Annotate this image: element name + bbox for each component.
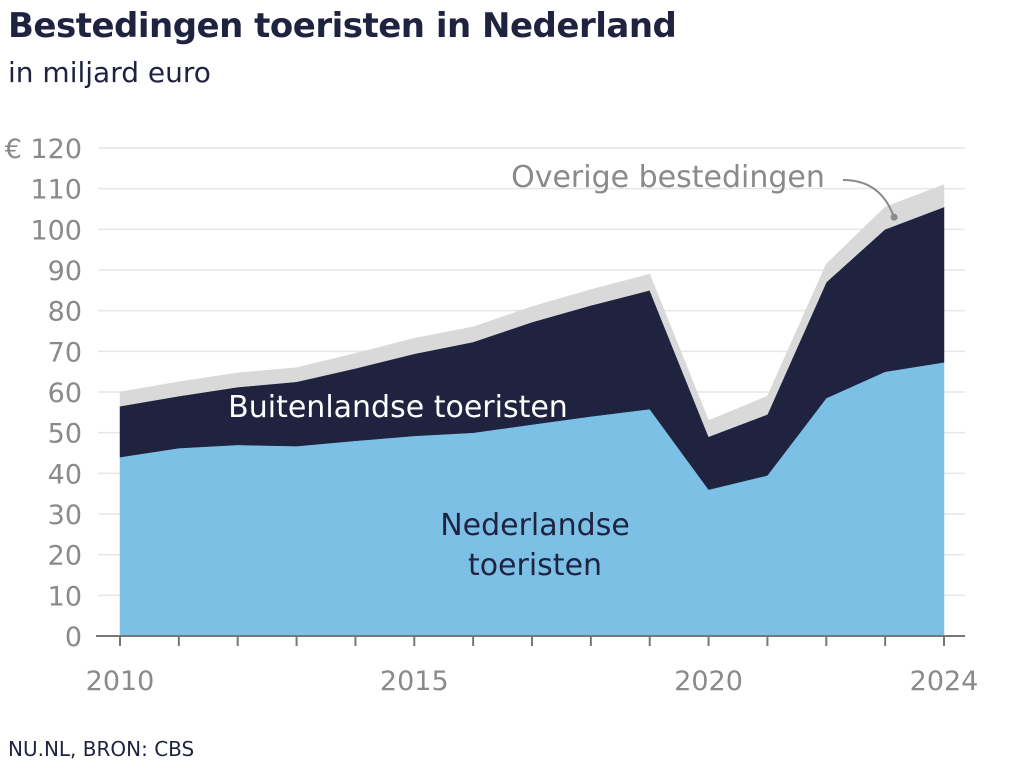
y-tick-label: 50 [48,419,82,450]
x-tick-label: 2015 [380,666,449,697]
y-tick-label: 100 [30,215,82,246]
x-tick-label: 2010 [86,666,155,697]
y-tick-label: 20 [48,541,82,572]
y-tick-label: 90 [48,256,82,287]
y-tick-label: 110 [30,175,82,206]
area-series [119,184,945,637]
chart-subtitle: in miljard euro [8,56,211,89]
y-tick-label: 80 [48,297,82,328]
series-label: toeristen [468,548,602,583]
series-label: Overige bestedingen [511,160,825,195]
y-tick-label: € 120 [5,134,82,165]
y-tick-label: 40 [48,459,82,490]
source-note: NU.NL, BRON: CBS [8,737,195,761]
chart-title: Bestedingen toeristen in Nederland [8,6,677,46]
y-tick-label: 30 [48,500,82,531]
annotation-dot [890,213,898,221]
x-tick-label: 2024 [910,666,979,697]
area-overige-bestedingen [119,184,945,438]
y-tick-label: 0 [65,622,82,653]
series-label: Nederlandse [440,508,630,543]
annotation-leader-line [842,179,895,216]
axes: 0 10 20 30 40 50 60 70 80 90 100 110 € 120 2010 2015 20… [5,134,979,697]
y-tick-label: 10 [48,581,82,612]
x-tick-label: 2020 [674,666,743,697]
y-tick-label: 70 [48,337,82,368]
series-label: Buitenlandse toeristen [228,390,568,425]
series-labels: Nederlandse toeristen Buitenlandse toerist… [228,160,898,583]
y-tick-label: 60 [48,378,82,409]
